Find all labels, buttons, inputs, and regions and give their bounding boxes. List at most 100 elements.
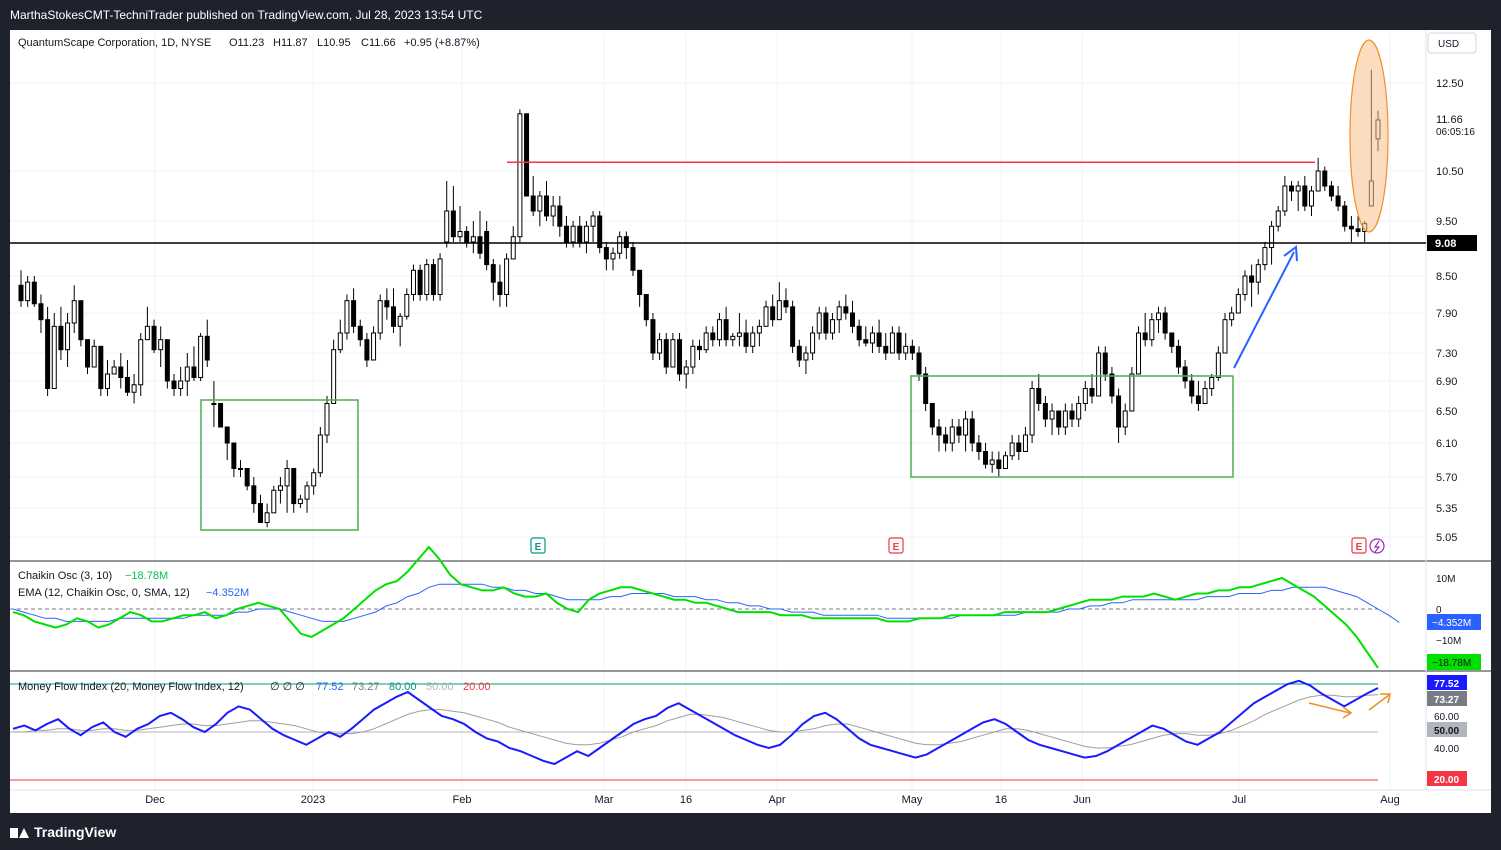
candle[interactable]	[763, 300, 769, 327]
candle[interactable]	[1195, 381, 1201, 411]
candle[interactable]	[111, 360, 117, 375]
candle[interactable]	[211, 381, 217, 427]
candle[interactable]	[450, 186, 456, 242]
candle[interactable]	[1029, 381, 1035, 443]
candle[interactable]	[590, 211, 596, 242]
candle[interactable]	[271, 485, 277, 514]
candle[interactable]	[317, 427, 323, 477]
candle[interactable]	[617, 231, 623, 259]
candle[interactable]	[637, 269, 643, 307]
candle[interactable]	[949, 419, 955, 452]
candle[interactable]	[277, 477, 283, 504]
candle[interactable]	[896, 326, 902, 360]
candle[interactable]	[790, 300, 796, 353]
candle[interactable]	[1016, 435, 1022, 460]
candle[interactable]	[710, 326, 716, 347]
candle[interactable]	[703, 326, 709, 353]
candle[interactable]	[1142, 313, 1148, 347]
candle[interactable]	[1082, 381, 1088, 411]
candle[interactable]	[976, 435, 982, 460]
candle[interactable]	[18, 270, 24, 307]
candle[interactable]	[124, 360, 130, 396]
candle[interactable]	[1328, 181, 1334, 201]
candle[interactable]	[357, 319, 363, 347]
candle[interactable]	[297, 494, 303, 508]
candle[interactable]	[963, 411, 969, 452]
candle[interactable]	[1315, 157, 1321, 192]
candle[interactable]	[284, 460, 290, 513]
candle[interactable]	[45, 306, 51, 396]
candle[interactable]	[783, 288, 789, 313]
candle[interactable]	[1348, 216, 1354, 242]
candle[interactable]	[1295, 181, 1301, 211]
candle[interactable]	[1056, 410, 1062, 435]
candle[interactable]	[750, 326, 756, 353]
candle[interactable]	[1049, 403, 1055, 436]
candle[interactable]	[876, 319, 882, 353]
candle[interactable]	[344, 294, 350, 340]
candle[interactable]	[1289, 181, 1295, 201]
candle[interactable]	[916, 346, 922, 381]
candle[interactable]	[1136, 326, 1142, 375]
candle[interactable]	[1076, 396, 1082, 427]
candle[interactable]	[856, 319, 862, 347]
candle[interactable]	[464, 226, 470, 248]
candle[interactable]	[1308, 186, 1314, 216]
candle[interactable]	[78, 300, 84, 347]
candle[interactable]	[1089, 374, 1095, 404]
candle[interactable]	[1036, 374, 1042, 411]
candle[interactable]	[903, 333, 909, 360]
candle[interactable]	[1162, 306, 1168, 340]
candle[interactable]	[730, 333, 736, 347]
candle[interactable]	[1182, 360, 1188, 389]
candle[interactable]	[1149, 313, 1155, 347]
candle[interactable]	[178, 367, 184, 396]
candle[interactable]	[956, 419, 962, 443]
candle[interactable]	[444, 181, 450, 248]
candle[interactable]	[883, 333, 889, 360]
candle[interactable]	[723, 306, 729, 347]
candle[interactable]	[38, 294, 44, 334]
candle[interactable]	[1122, 403, 1128, 436]
candle[interactable]	[58, 306, 64, 360]
candle[interactable]	[384, 288, 390, 320]
candle[interactable]	[424, 258, 430, 301]
candle[interactable]	[151, 319, 157, 353]
candle[interactable]	[171, 374, 177, 396]
candle[interactable]	[969, 411, 975, 452]
candle[interactable]	[1042, 396, 1048, 427]
candle[interactable]	[1355, 216, 1361, 237]
candle[interactable]	[810, 326, 816, 360]
candle[interactable]	[657, 333, 663, 360]
candle[interactable]	[697, 339, 702, 360]
candle[interactable]	[1062, 403, 1068, 436]
candle[interactable]	[530, 176, 536, 216]
candle[interactable]	[1129, 367, 1135, 412]
candle[interactable]	[477, 211, 483, 259]
candle[interactable]	[1222, 313, 1228, 354]
candle[interactable]	[823, 306, 829, 340]
candle[interactable]	[377, 294, 383, 340]
candle[interactable]	[803, 346, 809, 374]
candle[interactable]	[923, 367, 929, 411]
candle[interactable]	[849, 300, 855, 333]
candle[interactable]	[796, 339, 802, 367]
candle[interactable]	[304, 481, 310, 513]
candle[interactable]	[25, 276, 31, 307]
candles[interactable]	[18, 69, 1381, 528]
candle[interactable]	[65, 313, 71, 367]
candle[interactable]	[457, 206, 463, 242]
candle[interactable]	[776, 282, 782, 321]
candle[interactable]	[989, 451, 995, 473]
candle[interactable]	[936, 419, 942, 452]
candle[interactable]	[430, 258, 436, 301]
candle[interactable]	[623, 231, 629, 259]
candle[interactable]	[191, 346, 197, 381]
candle[interactable]	[677, 333, 683, 381]
candle[interactable]	[610, 247, 616, 271]
candle[interactable]	[1189, 374, 1195, 404]
candle[interactable]	[131, 374, 137, 404]
candle[interactable]	[371, 326, 377, 361]
candle[interactable]	[204, 319, 210, 367]
candle[interactable]	[337, 319, 343, 353]
